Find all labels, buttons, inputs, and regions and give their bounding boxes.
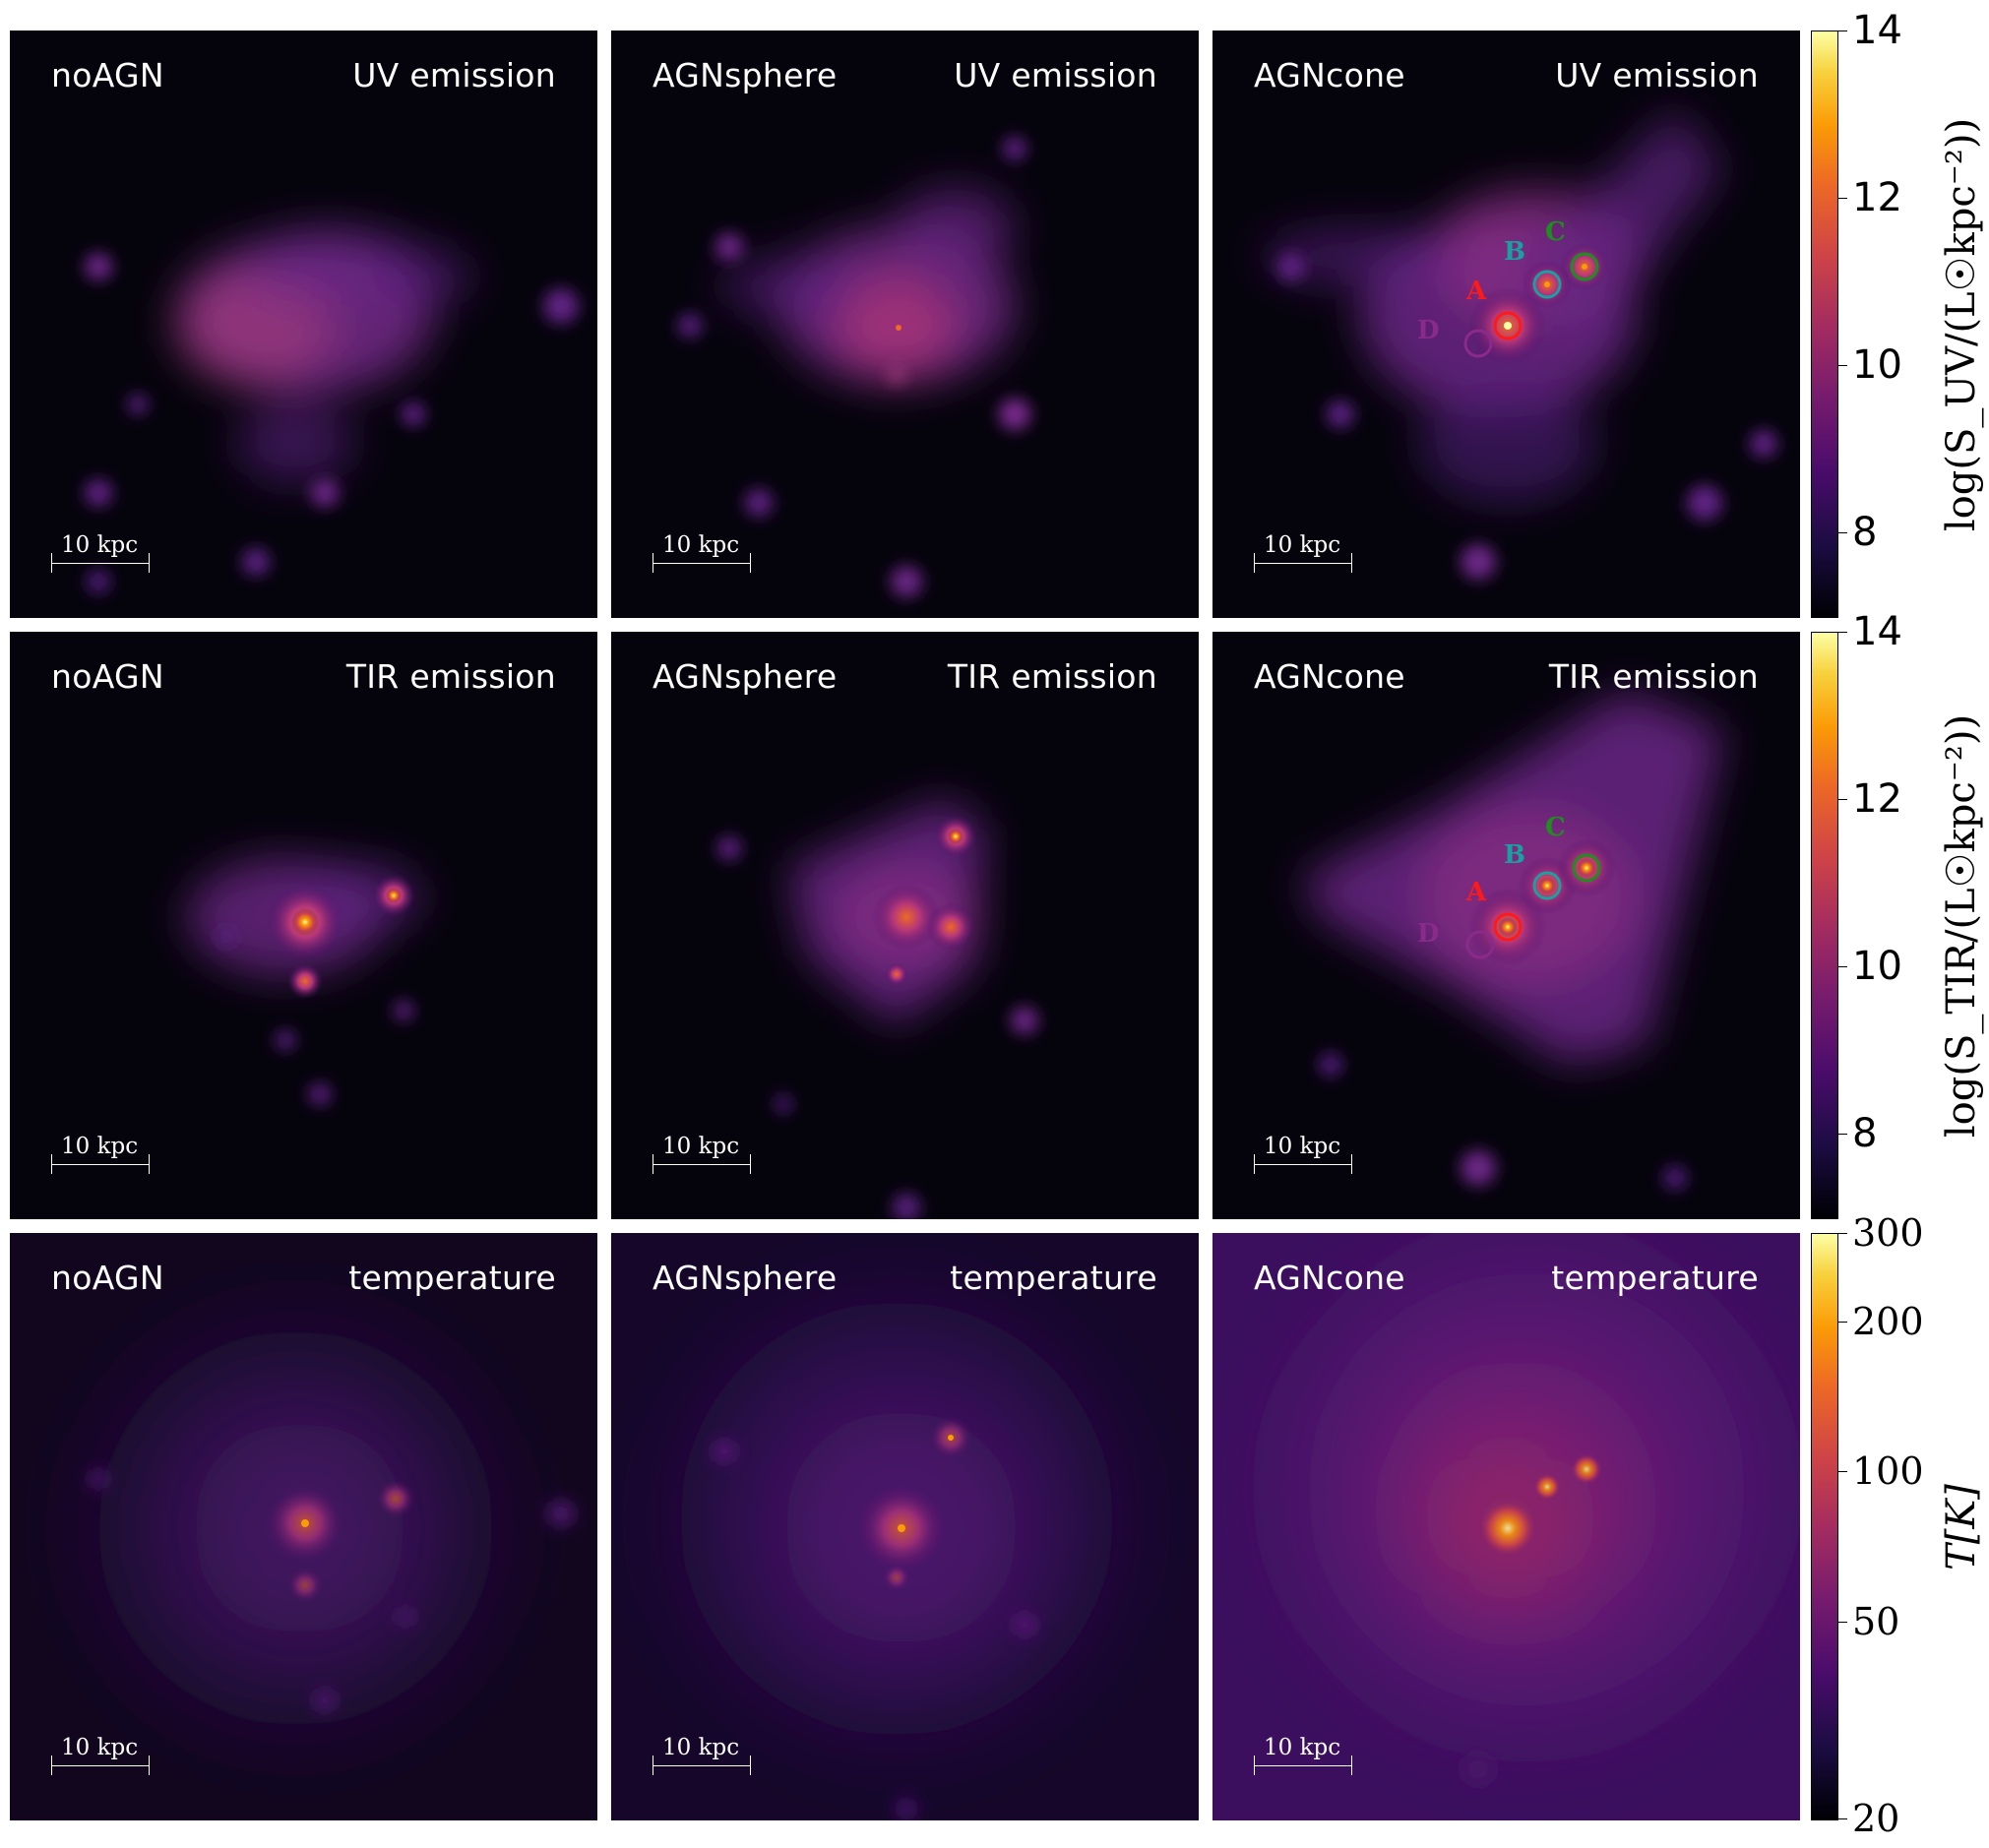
panel-noagn-uv: noAGN UV emission 10 kpc <box>10 31 597 618</box>
uv-map-agnsphere <box>678 137 1030 597</box>
temperature-map-agnsphere <box>680 1302 1113 1820</box>
scale-bar: 10 kpc <box>51 1735 150 1775</box>
quantity-label: UV emission <box>954 56 1157 94</box>
sim-label: noAGN <box>51 657 164 696</box>
colorbar-uv <box>1811 31 1838 618</box>
colorbar-uv-tick: 8 <box>1852 510 1878 555</box>
panel-agncone-uv: A B C D AGNcone UV emission 10 kpc <box>1212 31 1800 618</box>
tir-map-noagn <box>187 858 423 1105</box>
colorbar-uv-tick: 12 <box>1852 175 1902 220</box>
panel-agnsphere-tir: AGNsphere TIR emission 10 kpc <box>611 632 1199 1219</box>
scale-bar: 10 kpc <box>51 532 150 573</box>
scale-bar-label: 10 kpc <box>1264 1134 1341 1159</box>
scale-bar: 10 kpc <box>1254 1735 1352 1775</box>
marker-d-label: D <box>1417 316 1440 345</box>
scale-bar: 10 kpc <box>653 1735 751 1775</box>
colorbar-temperature-tick: 300 <box>1852 1211 1924 1255</box>
marker-b-label: B <box>1504 840 1525 870</box>
scale-bar: 10 kpc <box>653 532 751 573</box>
marker-a-label: A <box>1466 277 1487 306</box>
panel-noagn-temperature: noAGN temperature 10 kpc <box>10 1233 597 1820</box>
panel-agnsphere-temperature: AGNsphere temperature 10 kpc <box>611 1233 1199 1820</box>
scale-bar-label: 10 kpc <box>662 1134 740 1159</box>
colorbar-tir-tick: 14 <box>1852 609 1902 654</box>
colorbar-temperature <box>1811 1233 1838 1820</box>
colorbar-temperature-tick: 200 <box>1852 1300 1924 1343</box>
colorbar-tir-tick: 10 <box>1852 944 1902 989</box>
sim-label: AGNcone <box>1254 56 1405 94</box>
quantity-label: temperature <box>950 1259 1157 1297</box>
quantity-label: temperature <box>1551 1259 1759 1297</box>
scale-bar-label: 10 kpc <box>1264 532 1341 558</box>
colorbar-temperature-title: T[K] <box>1939 1484 1984 1571</box>
panel-noagn-tir: noAGN TIR emission 10 kpc <box>10 632 597 1219</box>
marker-d-label: D <box>1417 919 1440 949</box>
sim-label: noAGN <box>51 56 164 94</box>
temperature-map-noagn <box>89 1331 575 1725</box>
marker-c-label: C <box>1545 813 1566 842</box>
colorbar-uv-tick: 14 <box>1852 8 1902 53</box>
marker-b-label: B <box>1504 237 1525 267</box>
scale-bar-label: 10 kpc <box>662 1735 740 1760</box>
marker-c-label: C <box>1545 217 1566 247</box>
scale-bar: 10 kpc <box>51 1134 150 1174</box>
marker-a-label: A <box>1466 878 1487 907</box>
colorbar-tir-tick: 12 <box>1852 776 1902 822</box>
panel-agncone-temperature: AGNcone temperature 10 kpc <box>1212 1233 1800 1820</box>
uv-map-agncone <box>1262 109 1777 580</box>
quantity-label: TIR emission <box>947 657 1157 696</box>
panel-agncone-tir: A B C D AGNcone TIR emission 10 kpc <box>1212 632 1800 1219</box>
temperature-map-agncone <box>1281 1243 1773 1785</box>
sim-label: AGNsphere <box>653 56 838 94</box>
scale-bar: 10 kpc <box>1254 532 1352 573</box>
sim-label: AGNcone <box>1254 657 1405 696</box>
uv-map-noagn <box>85 227 579 593</box>
scale-bar: 10 kpc <box>653 1134 751 1174</box>
tir-map-agncone <box>1301 691 1724 1190</box>
tir-map-agnsphere <box>717 799 1038 1219</box>
quantity-label: TIR emission <box>345 657 556 696</box>
scale-bar-label: 10 kpc <box>662 532 740 558</box>
colorbar-tir-title: log(S_TIR/(L☉kpc⁻²)) <box>1939 713 1984 1139</box>
scale-bar-label: 10 kpc <box>61 532 139 558</box>
scale-bar-label: 10 kpc <box>61 1134 139 1159</box>
colorbar-temperature-tick: 20 <box>1852 1797 1900 1840</box>
sim-label: AGNcone <box>1254 1259 1405 1297</box>
colorbar-temperature-tick: 100 <box>1852 1449 1924 1493</box>
colorbar-temperature-tick: 50 <box>1852 1600 1900 1643</box>
colorbar-tir-tick: 8 <box>1852 1111 1878 1156</box>
panel-agnsphere-uv: AGNsphere UV emission 10 kpc <box>611 31 1199 618</box>
sim-label: noAGN <box>51 1259 164 1297</box>
scale-bar-label: 10 kpc <box>1264 1735 1341 1760</box>
sim-label: AGNsphere <box>653 657 838 696</box>
quantity-label: UV emission <box>1555 56 1759 94</box>
quantity-label: TIR emission <box>1548 657 1759 696</box>
colorbar-tir <box>1811 632 1838 1219</box>
colorbar-uv-title: log(S_UV/(L☉kpc⁻²)) <box>1939 117 1984 532</box>
sim-label: AGNsphere <box>653 1259 838 1297</box>
scale-bar: 10 kpc <box>1254 1134 1352 1174</box>
scale-bar-label: 10 kpc <box>61 1735 139 1760</box>
colorbar-uv-tick: 10 <box>1852 342 1902 388</box>
quantity-label: temperature <box>348 1259 556 1297</box>
quantity-label: UV emission <box>352 56 556 94</box>
